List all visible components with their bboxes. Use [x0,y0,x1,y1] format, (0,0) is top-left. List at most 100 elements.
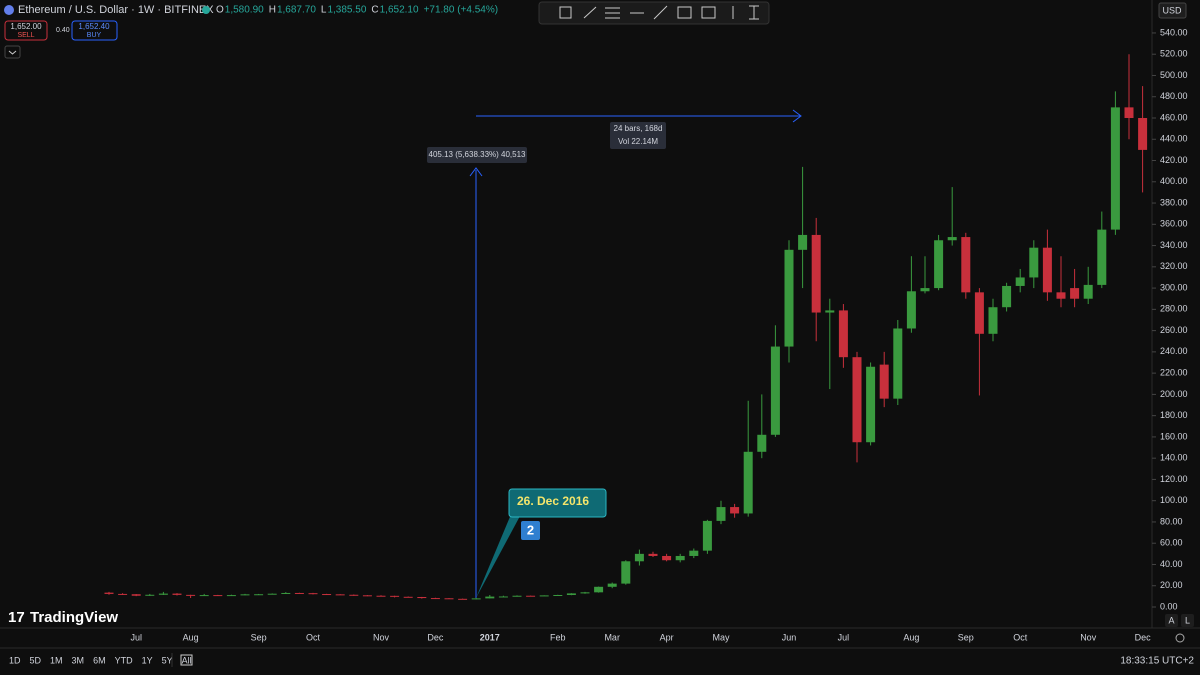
period-button[interactable]: All [182,655,192,665]
scale-button-label: L [1185,615,1190,625]
y-tick-label: 180.00 [1160,410,1188,420]
calendar-icon[interactable] [180,654,193,666]
spread: 0.40 [56,27,70,34]
candle-body [471,598,481,600]
toolbar-icons [559,5,759,20]
candle-body [893,328,903,399]
candle-body [349,594,359,596]
y-tick-label: 120.00 [1160,474,1188,484]
candle-body [1015,277,1025,286]
candle-body [322,594,332,596]
ohlc-key: O [216,5,224,16]
candle-body [934,240,944,289]
price-range-label: 405.13 (5,638.33%) 40,513 [429,150,527,159]
y-tick-label: 280.00 [1160,304,1188,314]
candle-body [580,592,590,594]
candle-body [390,595,400,597]
arrow-head [792,109,802,123]
candle-body [240,594,250,596]
clock: 18:33:15 UTC+2 [1120,656,1194,667]
period-button[interactable]: 1D [9,655,21,665]
buy-button[interactable] [71,20,118,41]
tool-icon[interactable] [559,6,572,19]
y-tick-label: 100.00 [1160,495,1188,505]
candle-body [920,288,930,292]
period-button[interactable]: 1Y [142,655,153,665]
tool-icon[interactable] [701,6,716,19]
volume-label: Vol 22.14M [618,137,658,146]
candle-body [866,366,876,443]
period-button[interactable]: 1M [50,655,63,665]
candle-body [1083,284,1093,299]
badge [521,521,540,540]
settings-icon[interactable] [1175,633,1185,643]
currency-box[interactable] [1158,2,1187,19]
candle-body [118,593,128,595]
candle-body [417,597,427,599]
candle-body [158,593,168,595]
candle-body [634,553,644,562]
candle-body [594,586,604,593]
buy-label: BUY [87,32,102,39]
ohlc-key: H [269,5,276,16]
candle-body [104,592,114,594]
label-box [610,122,666,149]
label-box [427,147,527,163]
x-tick-label: Oct [1013,632,1028,642]
symbol-icon [4,5,14,15]
candle-body [145,594,155,596]
candle-body [458,598,468,600]
badge-text: 2 [527,522,534,537]
period-buttons: 1D 5D 1M 3M 6M YTD 1Y 5Y All [9,655,192,665]
period-button[interactable]: YTD [115,655,134,665]
collapse-button[interactable] [4,45,21,59]
candle-body [213,595,223,597]
y-tick-label: 460.00 [1160,112,1188,122]
symbol: Ethereum / U.S. Dollar · 1W · BITFINEX [18,4,214,16]
period-button[interactable]: 3M [72,655,85,665]
y-tick-label: 380.00 [1160,197,1188,207]
period-button[interactable]: 6M [93,655,106,665]
ohlc-value: 1,652.10 [380,5,419,16]
period-button[interactable]: 5Y [162,655,173,665]
candle-body [798,234,808,250]
tool-icon[interactable] [653,5,668,20]
ohlc-value: 1,580.90 [225,5,264,16]
x-tick-label: Apr [660,632,674,642]
candle-body [607,583,617,587]
x-tick-label: May [712,632,730,642]
x-tick-label: Feb [550,632,566,642]
candle-body [852,357,862,443]
candle-body [1138,117,1148,150]
candle-body [226,595,236,597]
sell-button[interactable] [4,20,48,41]
tool-icon[interactable] [677,6,692,19]
candle-body [1097,229,1107,285]
candle-body [770,346,780,435]
candle-body [539,595,549,597]
change: +71.80 (+4.54%) [424,5,499,16]
candle-body [1070,288,1080,299]
drawing-toolbar [538,1,770,25]
candle-body [526,595,536,597]
candle-body [1124,107,1134,118]
x-tick-label: Sep [251,632,267,642]
x-tick-label: Nov [1080,632,1097,642]
x-tick-label: Jul [838,632,850,642]
candle-body [879,364,889,399]
y-tick-label: 540.00 [1160,27,1188,37]
tool-icon[interactable] [583,6,597,19]
candle-body [757,434,767,452]
candle-body [498,596,508,598]
callout-text: 26. Dec 2016 [517,494,589,508]
candle-body [662,555,672,561]
x-tick-label: Jun [782,632,797,642]
scale-button[interactable] [1181,614,1194,627]
candle-body [784,249,794,347]
y-tick-label: 520.00 [1160,49,1188,59]
period-button[interactable]: 5D [30,655,42,665]
y-tick-label: 220.00 [1160,368,1188,378]
scale-button[interactable] [1165,614,1178,627]
